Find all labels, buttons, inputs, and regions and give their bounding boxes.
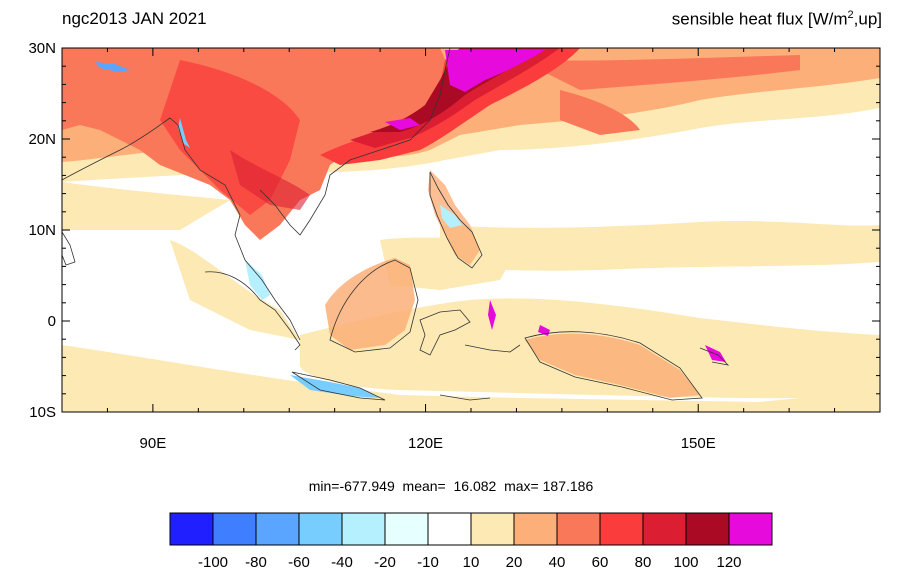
colorbar-box — [642, 512, 687, 546]
colorbar-box — [728, 512, 773, 546]
flux-map: 30N 20N 10N 0 10S 90E 120E 150E — [28, 40, 881, 452]
colorbar-box — [255, 512, 300, 546]
colorbar-label: -80 — [245, 554, 267, 571]
stats-line: min=-677.949 mean= 16.082 max= 187.186 — [308, 478, 594, 494]
colorbar-label: 100 — [673, 554, 698, 571]
colorbar-box — [685, 512, 730, 546]
map-field — [62, 48, 880, 412]
map-ticks — [61, 47, 881, 413]
colorbar-box — [470, 512, 515, 546]
colorbar-box — [298, 512, 343, 546]
variable-title-tail: ,up] — [853, 9, 882, 29]
lat-tick-label: 30N — [28, 40, 56, 57]
variable-title-sup: 2 — [847, 9, 854, 21]
colorbar-box — [427, 512, 472, 546]
colorbar-label: -40 — [331, 554, 353, 571]
colorbar-label: 10 — [463, 554, 480, 571]
lat-tick-label: 10N — [28, 222, 56, 239]
colorbar-box — [556, 512, 601, 546]
lon-tick-label: 90E — [140, 435, 167, 452]
colorbar-label: 40 — [549, 554, 566, 571]
colorbar-label: -20 — [374, 554, 396, 571]
lat-tick-label: 0 — [48, 313, 56, 330]
colorbar-boxes — [169, 512, 773, 546]
colorbar-label: 60 — [592, 554, 609, 571]
colorbar-box — [513, 512, 558, 546]
colorbar-label: -100 — [198, 554, 228, 571]
lon-tick-label: 120E — [408, 435, 443, 452]
colorbar-label: 20 — [506, 554, 523, 571]
colorbar: -100 -80 -60 -40 -20 -10 10 20 40 60 80 100 120 — [169, 512, 773, 571]
colorbar-box — [599, 512, 644, 546]
colorbar-label: 80 — [635, 554, 652, 571]
coastlines — [62, 48, 730, 401]
map-title: ngc2013 JAN 2021 — [62, 9, 207, 28]
colorbar-label: -10 — [417, 554, 439, 571]
lat-tick-label: 10S — [29, 404, 56, 421]
lon-tick-label: 150E — [681, 435, 716, 452]
colorbar-label: 120 — [716, 554, 741, 571]
colorbar-box — [384, 512, 429, 546]
colorbar-labels: -100 -80 -60 -40 -20 -10 10 20 40 60 80 100 120 — [198, 554, 742, 571]
colorbar-box — [169, 512, 214, 546]
lat-tick-label: 20N — [28, 131, 56, 148]
colorbar-box — [341, 512, 386, 546]
variable-title: sensible heat flux [W/m2,up] — [672, 9, 882, 30]
variable-title-main: sensible heat flux [W/m — [671, 9, 848, 29]
colorbar-box — [212, 512, 257, 546]
map-tick-labels: 30N 20N 10N 0 10S 90E 120E 150E — [28, 40, 715, 452]
colorbar-label: -60 — [288, 554, 310, 571]
